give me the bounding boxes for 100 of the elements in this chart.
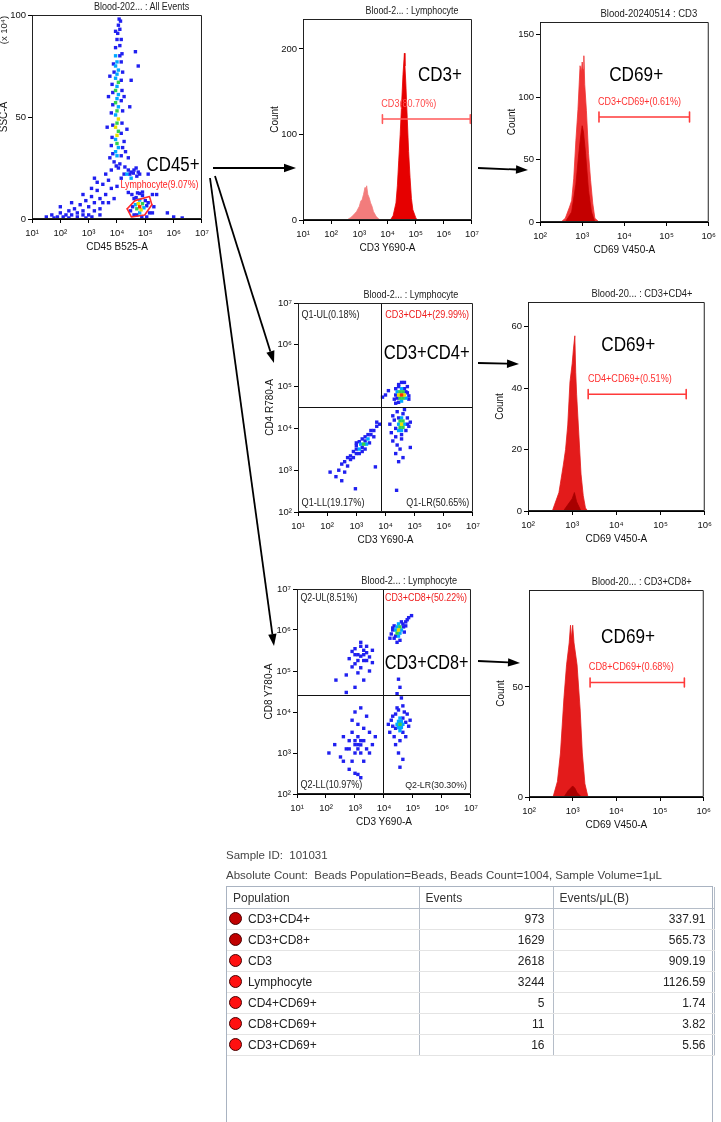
annotation: CD3+CD8+(50.22%) xyxy=(385,591,467,604)
x-tick-label: 10⁴ xyxy=(617,230,632,242)
y-axis-title: Count xyxy=(268,105,280,133)
annotation: CD3+ xyxy=(417,62,462,86)
x-tick-label: 10⁵ xyxy=(138,227,153,239)
data-label: 3.82 xyxy=(553,1013,714,1035)
x-axis-title: CD3 Y690-A xyxy=(357,533,414,545)
chart-title: Blood-20... : CD3+CD4+ xyxy=(591,287,693,300)
annotation: CD3+CD69+(0.61%) xyxy=(598,95,682,107)
y-tick-label: 200 xyxy=(281,42,297,54)
x-tick-label: 10² xyxy=(320,520,335,532)
x-axis-title: CD45 B525-A xyxy=(86,240,149,252)
y-axis-title: CD8 Y780-A xyxy=(262,663,274,720)
category-label: CD3 xyxy=(248,954,273,968)
category-label: Lymphocyte xyxy=(248,975,313,989)
category-label: CD3+CD69+ xyxy=(248,1038,317,1052)
y-axis-title: CD4 R780-A xyxy=(263,378,275,436)
x-tick-label: 10¹ xyxy=(296,228,310,240)
annotation: Lymphocyte(9.07%) xyxy=(120,178,199,190)
x-axis-title: CD69 V450-A xyxy=(585,532,648,544)
x-tick-label: 10⁵ xyxy=(408,228,423,240)
y-tick-label: 100 xyxy=(281,128,297,140)
y-axis-title: Count xyxy=(494,679,506,707)
category-label: CD4+CD69+ xyxy=(248,996,317,1010)
data-label: 16 xyxy=(419,1034,553,1056)
data-label: 2618 xyxy=(419,950,553,972)
y-tick-label: 0 xyxy=(20,212,26,224)
y-axis-title: SSC-A xyxy=(0,101,9,133)
x-tick-label: 10² xyxy=(533,230,547,242)
y-tick-label: 10⁷ xyxy=(277,296,293,308)
annotation: Q1-UL(0.18%) xyxy=(301,308,360,320)
x-tick-label: 10⁵ xyxy=(652,805,668,817)
x-axis-title: CD3 Y690-A xyxy=(359,241,416,253)
chart-title: Blood-202... : All Events xyxy=(93,0,190,13)
annotation: CD3+CD4+(29.99%) xyxy=(385,308,470,320)
x-tick-label: 10⁴ xyxy=(378,520,393,532)
x-tick-label: 10² xyxy=(53,227,68,239)
x-tick-label: 10³ xyxy=(565,519,580,531)
x-tick-label: 10³ xyxy=(81,227,96,239)
y-tick-label: 40 xyxy=(511,381,522,393)
x-tick-label: 10⁶ xyxy=(701,230,717,242)
x-tick-label: 10⁷ xyxy=(465,520,481,532)
data-label: 11 xyxy=(419,1013,553,1035)
y-tick-label: 10² xyxy=(278,505,292,517)
annotation: Q1-LL(19.17%) xyxy=(301,496,365,509)
y-tick-label: 10⁴ xyxy=(277,422,292,434)
annotation: CD8+CD69+(0.68%) xyxy=(588,661,674,673)
y-tick-label: 10⁴ xyxy=(276,705,291,717)
x-tick-label: 10³ xyxy=(565,805,580,817)
x-tick-label: 10³ xyxy=(352,228,367,240)
x-tick-label: 10³ xyxy=(348,802,362,814)
x-tick-label: 10⁶ xyxy=(436,228,452,240)
x-tick-label: 10⁴ xyxy=(109,227,125,239)
annotation: CD69+ xyxy=(609,62,664,86)
y-tick-label: 60 xyxy=(511,320,522,332)
chart-title: Blood-2... : Lymphocyte xyxy=(365,4,459,17)
y-tick-label: 10⁷ xyxy=(276,582,292,594)
chart-title: Blood-2... : Lymphocyte xyxy=(361,574,458,587)
annotation: CD69+ xyxy=(601,623,656,647)
data-label: 3244 xyxy=(419,971,553,993)
x-tick-label: 10¹ xyxy=(291,520,305,532)
text: (x 10⁴) xyxy=(0,15,9,45)
y-tick-label: 50 xyxy=(523,153,534,165)
y-tick-label: 0 xyxy=(528,215,534,227)
y-tick-label: 50 xyxy=(15,110,26,122)
y-tick-label: 10⁶ xyxy=(277,338,293,350)
category-label: CD3+CD8+ xyxy=(248,933,311,947)
series-label: Events xyxy=(419,887,553,909)
x-tick-label: 10⁵ xyxy=(653,519,668,531)
x-tick-label: 10⁴ xyxy=(609,805,624,817)
x-tick-label: 10¹ xyxy=(290,802,304,814)
x-tick-label: 10⁴ xyxy=(376,802,392,814)
x-axis-title: CD69 V450-A xyxy=(593,243,656,255)
y-tick-label: 10² xyxy=(277,787,291,799)
annotation: Q1-LR(50.65%) xyxy=(406,496,470,509)
data-label: 5.56 xyxy=(553,1034,714,1056)
y-tick-label: 0 xyxy=(291,213,297,225)
x-tick-label: 10⁷ xyxy=(194,227,210,239)
y-axis-title: Count xyxy=(505,108,517,136)
x-tick-label: 10⁶ xyxy=(697,519,713,531)
x-tick-label: 10⁷ xyxy=(463,802,479,814)
annotation: CD4+CD69+(0.51%) xyxy=(587,372,672,385)
y-tick-label: 50 xyxy=(512,680,523,692)
y-tick-label: 10⁵ xyxy=(277,380,293,392)
y-tick-label: 100 xyxy=(518,90,534,102)
annotation: CD45+ xyxy=(146,152,200,176)
data-label: 1.74 xyxy=(553,992,714,1014)
x-tick-label: 10⁵ xyxy=(405,802,421,814)
x-tick-label: 10⁶ xyxy=(434,802,450,814)
x-tick-label: 10¹ xyxy=(25,227,39,239)
annotation: Q2-LL(10.97%) xyxy=(300,778,363,790)
annotation: Q2-UL(8.51%) xyxy=(300,591,358,604)
chart-title: Blood-20... : CD3+CD8+ xyxy=(591,575,693,588)
x-tick-label: 10⁵ xyxy=(407,520,422,532)
category-label: CD3+CD4+ xyxy=(248,912,311,926)
x-tick-label: 10⁷ xyxy=(464,228,480,240)
x-axis-title: CD3 Y690-A xyxy=(356,815,413,827)
data-label: 1629 xyxy=(419,929,553,951)
x-tick-label: 10⁵ xyxy=(659,230,674,242)
y-tick-label: 10⁶ xyxy=(276,623,292,635)
